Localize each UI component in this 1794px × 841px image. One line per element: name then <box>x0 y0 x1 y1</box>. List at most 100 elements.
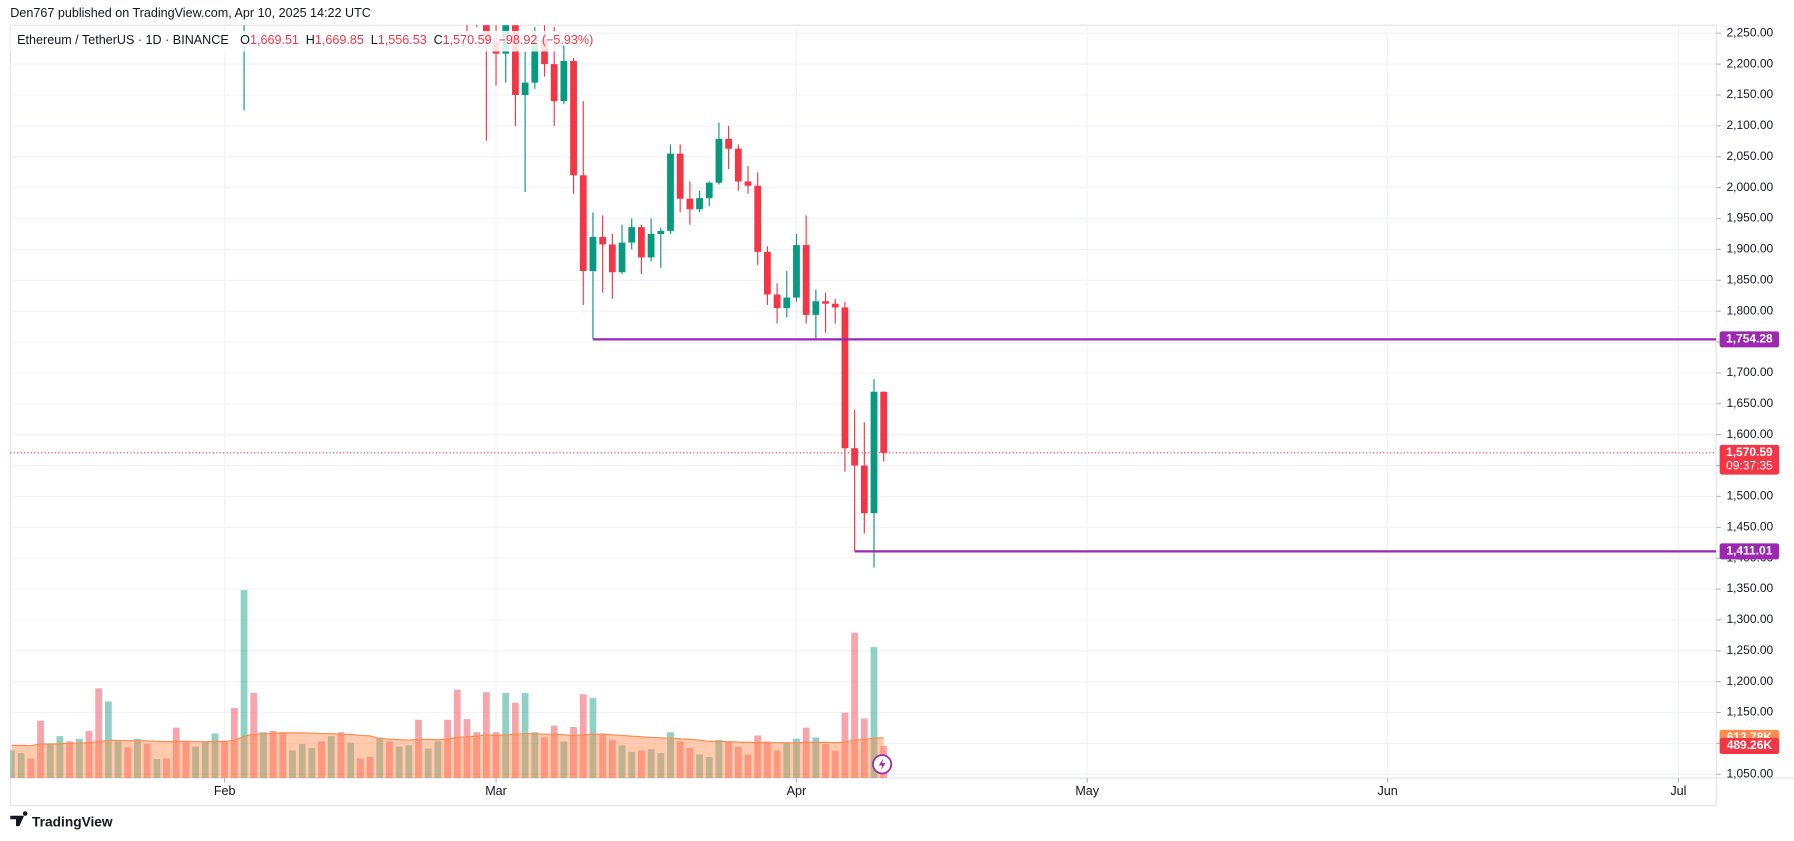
volume-bar <box>725 741 733 779</box>
candle-body <box>725 138 733 149</box>
volume-bar <box>415 719 422 779</box>
volume-bar <box>434 741 442 779</box>
last-price-tag <box>1719 444 1780 475</box>
candle-body <box>793 245 800 298</box>
volume-ma-line <box>11 732 884 747</box>
volume-bar <box>347 742 355 779</box>
volume-bar <box>473 732 481 779</box>
x-tick-label: Mar <box>485 784 507 798</box>
volume-bar <box>269 730 277 779</box>
candle-body <box>773 294 781 309</box>
volume-bar <box>618 745 626 779</box>
candle-body <box>638 227 645 258</box>
volume-bar <box>531 732 539 779</box>
volume-bar <box>492 732 500 779</box>
volume-bar <box>541 737 548 779</box>
candle-body <box>841 307 849 449</box>
candle-body <box>628 227 636 243</box>
volume-bar <box>308 747 316 779</box>
candle-body <box>589 237 597 272</box>
volume-bar <box>289 750 296 779</box>
legend-change: −98.92 <box>499 34 538 48</box>
candle-body <box>812 301 820 315</box>
candle-body <box>764 251 771 295</box>
volume-bar <box>163 758 170 779</box>
volume-bar <box>667 732 674 779</box>
volume-bar <box>802 727 810 779</box>
volume-bar <box>75 738 83 779</box>
volume-bar <box>851 632 859 779</box>
candle-body <box>783 297 791 309</box>
y-tick-label: 1,200.00 <box>1726 674 1773 688</box>
volume-bar <box>221 741 229 779</box>
volume-bar <box>240 590 248 779</box>
volume-bar <box>66 741 74 779</box>
volume-bar <box>134 738 141 779</box>
volume-tag-label: 489.26K <box>1727 738 1773 752</box>
y-tick-label: 1,900.00 <box>1726 242 1773 256</box>
volume-bar <box>657 753 665 779</box>
volume-bar <box>114 741 122 779</box>
legend-key: O <box>240 34 250 48</box>
volume-bar <box>327 736 335 779</box>
volume-bar <box>201 741 209 779</box>
legend-value: 1,570.59 <box>443 34 492 48</box>
candle-body <box>831 303 839 308</box>
countdown: 09:37:35 <box>1726 459 1773 473</box>
volume-bar <box>386 741 393 779</box>
candle-body <box>657 230 665 234</box>
volume-bar <box>85 730 93 779</box>
legend-value: 1,669.85 <box>315 34 364 48</box>
volume-bar <box>686 747 694 779</box>
volume-bar <box>841 712 849 779</box>
level-tag <box>1719 331 1780 348</box>
y-tick-label: 2,050.00 <box>1726 149 1773 163</box>
volume-bar <box>463 719 471 779</box>
volume-bar <box>754 735 762 779</box>
volume-bar <box>793 738 800 779</box>
y-tick-label: 2,150.00 <box>1726 87 1773 101</box>
candle-body <box>851 448 859 466</box>
y-tick-label: 1,050.00 <box>1726 767 1773 781</box>
plot-frame <box>9 24 1717 807</box>
volume-bar <box>405 745 413 779</box>
axis-layer: 1,050.001,100.001,150.001,200.001,250.00… <box>10 25 1780 798</box>
volume-bar <box>10 750 15 779</box>
candle-body <box>734 148 742 182</box>
x-tick-label: Feb <box>214 784 236 798</box>
candle-body <box>696 198 703 210</box>
volume-bar <box>366 757 374 779</box>
legend: Ethereum / TetherUS · 1D · BINANCE O1,669… <box>17 34 593 48</box>
candle-body <box>512 25 519 95</box>
last-price-label: 1,570.59 <box>1726 445 1773 459</box>
grid <box>10 25 1717 779</box>
level-label: 1,754.28 <box>1726 332 1773 346</box>
volume-bar <box>589 698 597 779</box>
candle-body <box>705 182 713 199</box>
volume-bar <box>608 740 616 779</box>
lightning-icon <box>872 754 893 775</box>
candle-body <box>599 237 607 245</box>
candle-body <box>870 391 878 514</box>
y-tick-label: 1,650.00 <box>1726 396 1773 410</box>
volume-bar <box>570 726 577 779</box>
volume-bar <box>579 694 587 779</box>
candle-body <box>647 233 655 258</box>
volume-bar <box>628 751 636 779</box>
candle-body <box>541 39 548 65</box>
volume-bar <box>773 750 781 779</box>
volume-bar <box>395 746 403 779</box>
volume-bar <box>870 647 878 779</box>
volume-bar <box>764 741 771 779</box>
volume-bar <box>822 744 829 779</box>
candle-body <box>608 244 616 273</box>
candle-body <box>550 64 558 102</box>
y-tick-label: 2,100.00 <box>1726 118 1773 132</box>
x-tick-label: Apr <box>787 784 807 798</box>
candle-body <box>676 153 684 199</box>
legend-bg <box>10 30 560 52</box>
candle-body <box>715 138 723 183</box>
candle-body <box>531 39 539 83</box>
volume-bar <box>502 692 510 779</box>
candle-body <box>570 61 577 176</box>
